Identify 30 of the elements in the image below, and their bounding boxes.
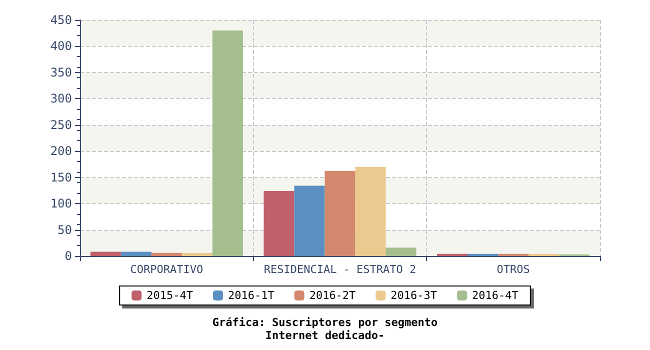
bar	[294, 186, 325, 256]
bar	[90, 252, 121, 256]
legend-label: 2016-3T	[390, 289, 438, 302]
y-tick-label: 250	[50, 118, 72, 132]
legend-label: 2016-2T	[309, 289, 356, 302]
text: Gráfica: Suscriptores por segmento	[212, 316, 438, 329]
y-tick-label: 150	[50, 170, 72, 184]
x-tick-label: RESIDENCIAL - ESTRATO 2	[264, 263, 416, 276]
bar	[264, 190, 294, 256]
y-tick-label: 200	[50, 144, 72, 158]
y-tick-label: 50	[58, 222, 72, 237]
bar	[151, 252, 182, 256]
y-tick-label: 400	[50, 39, 72, 54]
bar	[212, 30, 243, 256]
x-tick-label: OTROS	[496, 263, 530, 276]
legend-label: 2015-4T	[146, 289, 194, 302]
y-tick-label: 350	[50, 65, 72, 80]
x-tick-label: CORPORATIVO	[130, 263, 204, 276]
legend-label: 2016-4T	[472, 289, 519, 302]
bar	[120, 252, 152, 256]
y-tick-label: 100	[50, 196, 72, 211]
y-tick-label: 450	[50, 13, 72, 27]
legend-label: 2016-1T	[228, 289, 275, 302]
bar	[355, 166, 386, 256]
bar	[324, 171, 356, 256]
y-tick-label: 300	[50, 92, 72, 106]
bar	[386, 248, 416, 256]
text: Internet dedicado-	[265, 329, 385, 342]
bar	[182, 252, 212, 256]
y-tick-label: 0	[64, 249, 72, 263]
